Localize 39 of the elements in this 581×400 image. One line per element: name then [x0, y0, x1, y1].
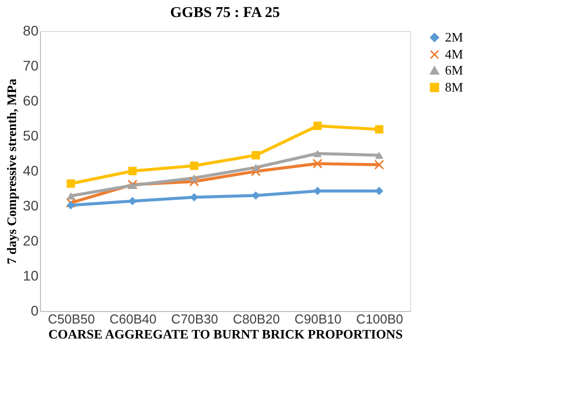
- point: [66, 198, 76, 208]
- y-tick-label: 80: [22, 22, 39, 38]
- point: [190, 162, 198, 170]
- y-tick-label: 10: [22, 268, 39, 284]
- legend-label: 2M: [445, 30, 464, 44]
- y-tick-label: 60: [22, 92, 39, 108]
- legend-label: 4M: [445, 46, 464, 62]
- x-tick-label: C60B40: [110, 312, 156, 326]
- y-axis-title: 7 days Compressive strenth, MPa: [4, 78, 19, 264]
- y-tick-label: 40: [22, 162, 39, 178]
- x-tick-label: C70B30: [171, 312, 218, 326]
- point: [313, 122, 322, 130]
- point: [66, 201, 76, 210]
- point: [189, 176, 200, 186]
- point: [128, 166, 137, 176]
- y-tick-label: 50: [22, 128, 39, 144]
- y-tick-label: 70: [22, 58, 39, 74]
- x-tick-label: C90B10: [294, 312, 342, 326]
- point: [66, 179, 76, 188]
- point: [252, 151, 260, 160]
- legend-label: 6M: [445, 62, 464, 78]
- point: [312, 158, 322, 169]
- y-tick-label: 20: [22, 232, 39, 248]
- point: [252, 164, 260, 172]
- x-tick-label: C50B50: [48, 312, 95, 326]
- legend-label: 8M: [445, 80, 464, 94]
- point: [374, 152, 384, 159]
- y-tick-label: 30: [22, 198, 39, 214]
- chart-title: GGBS 75 : FA 25: [170, 5, 280, 21]
- point: [66, 192, 76, 200]
- x-tick-label: C80B20: [232, 312, 280, 326]
- point: [313, 150, 322, 158]
- y-tick-label: 0: [30, 302, 39, 318]
- x-axis-title: COARSE AGGREGATE TO BURNT BRICK PROPORTIONS: [48, 326, 403, 342]
- x-tick-label: C100B0: [356, 312, 404, 326]
- point: [190, 174, 198, 182]
- point: [250, 166, 261, 176]
- point: [374, 160, 384, 170]
- point: [374, 125, 384, 134]
